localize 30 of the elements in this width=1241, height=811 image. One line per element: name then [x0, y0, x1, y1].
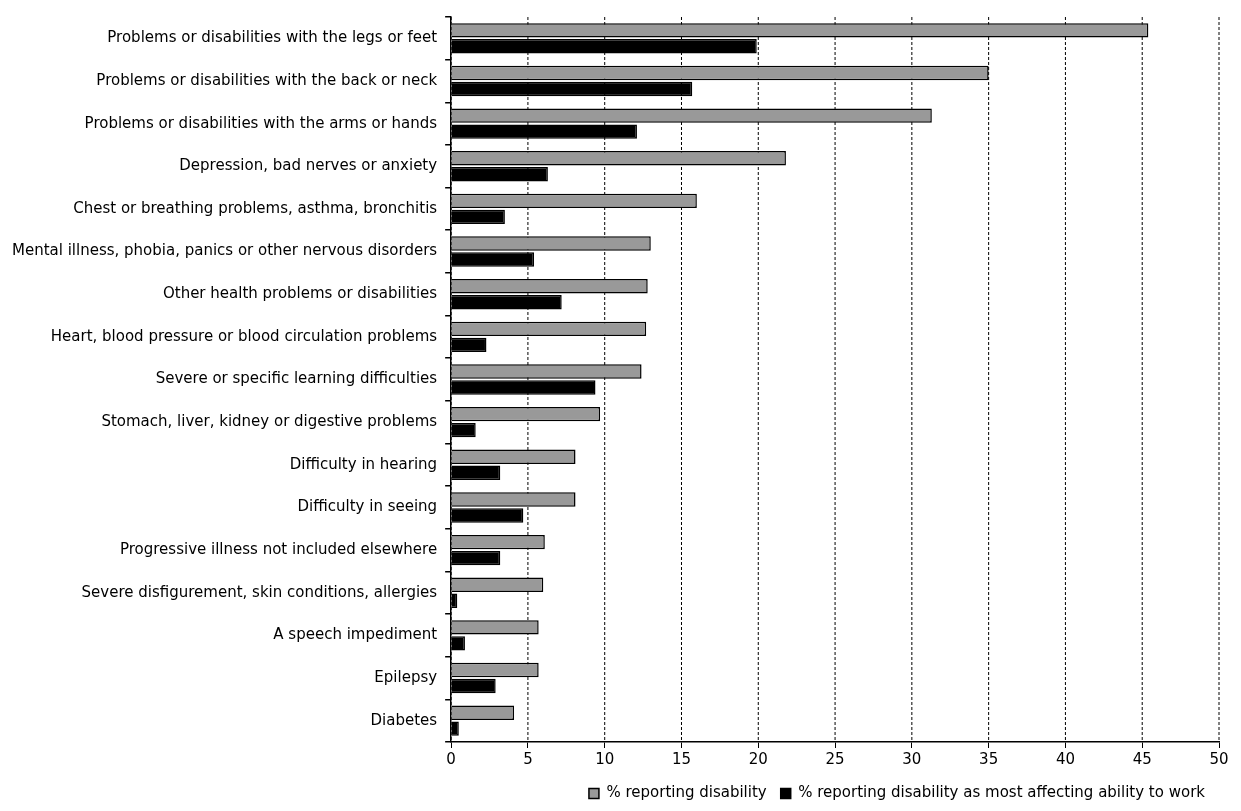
y-tick-label: A speech impediment	[273, 625, 438, 644]
y-tick-label: Depression, bad nerves or anxiety	[179, 156, 438, 175]
legend-label: % reporting disability	[606, 783, 767, 802]
x-tick-label: 20	[748, 749, 768, 768]
x-tick-label: 5	[523, 749, 533, 768]
y-tick-label: Mental illness, phobia, panics or other nervous disorders	[11, 241, 438, 260]
x-tick-label: 15	[671, 749, 692, 768]
y-tick-label: Progressive illness not included elsewhere	[119, 539, 438, 558]
x-tick-label: 30	[902, 749, 922, 768]
y-tick-label: Difficulty in hearing	[289, 454, 438, 473]
y-tick-label: Problems or disabilities with the back or neck	[96, 70, 438, 89]
legend-label: % reporting disability as most affecting ability to work	[798, 783, 1206, 802]
x-tick-label: 40	[1055, 749, 1075, 768]
y-tick-label: Severe disfigurement, skin conditions, allergies	[81, 582, 438, 601]
x-tick-label: 50	[1209, 749, 1229, 768]
y-tick-label: Problems or disabilities with the arms or hands	[84, 113, 438, 132]
y-tick-label: Epilepsy	[374, 667, 438, 686]
x-tick-label: 10	[595, 749, 615, 768]
y-tick-label: Other health problems or disabilities	[162, 284, 438, 303]
y-tick-label: Chest or breathing problems, asthma, bronchitis	[73, 198, 438, 217]
y-tick-label: Diabetes	[370, 710, 438, 729]
y-tick-label: Severe or specific learning difficulties	[155, 369, 438, 388]
y-tick-label: Problems or disabilities with the legs or feet	[107, 28, 438, 47]
x-tick-label: 25	[825, 749, 845, 768]
y-tick-label: Heart, blood pressure or blood circulation problems	[50, 326, 438, 345]
x-tick-label: 0	[446, 749, 456, 768]
y-tick-label: Difficulty in seeing	[297, 497, 438, 516]
y-tick-label: Stomach, liver, kidney or digestive problems	[101, 412, 438, 431]
x-tick-label: 45	[1132, 749, 1152, 768]
x-tick-label: 35	[979, 749, 999, 768]
